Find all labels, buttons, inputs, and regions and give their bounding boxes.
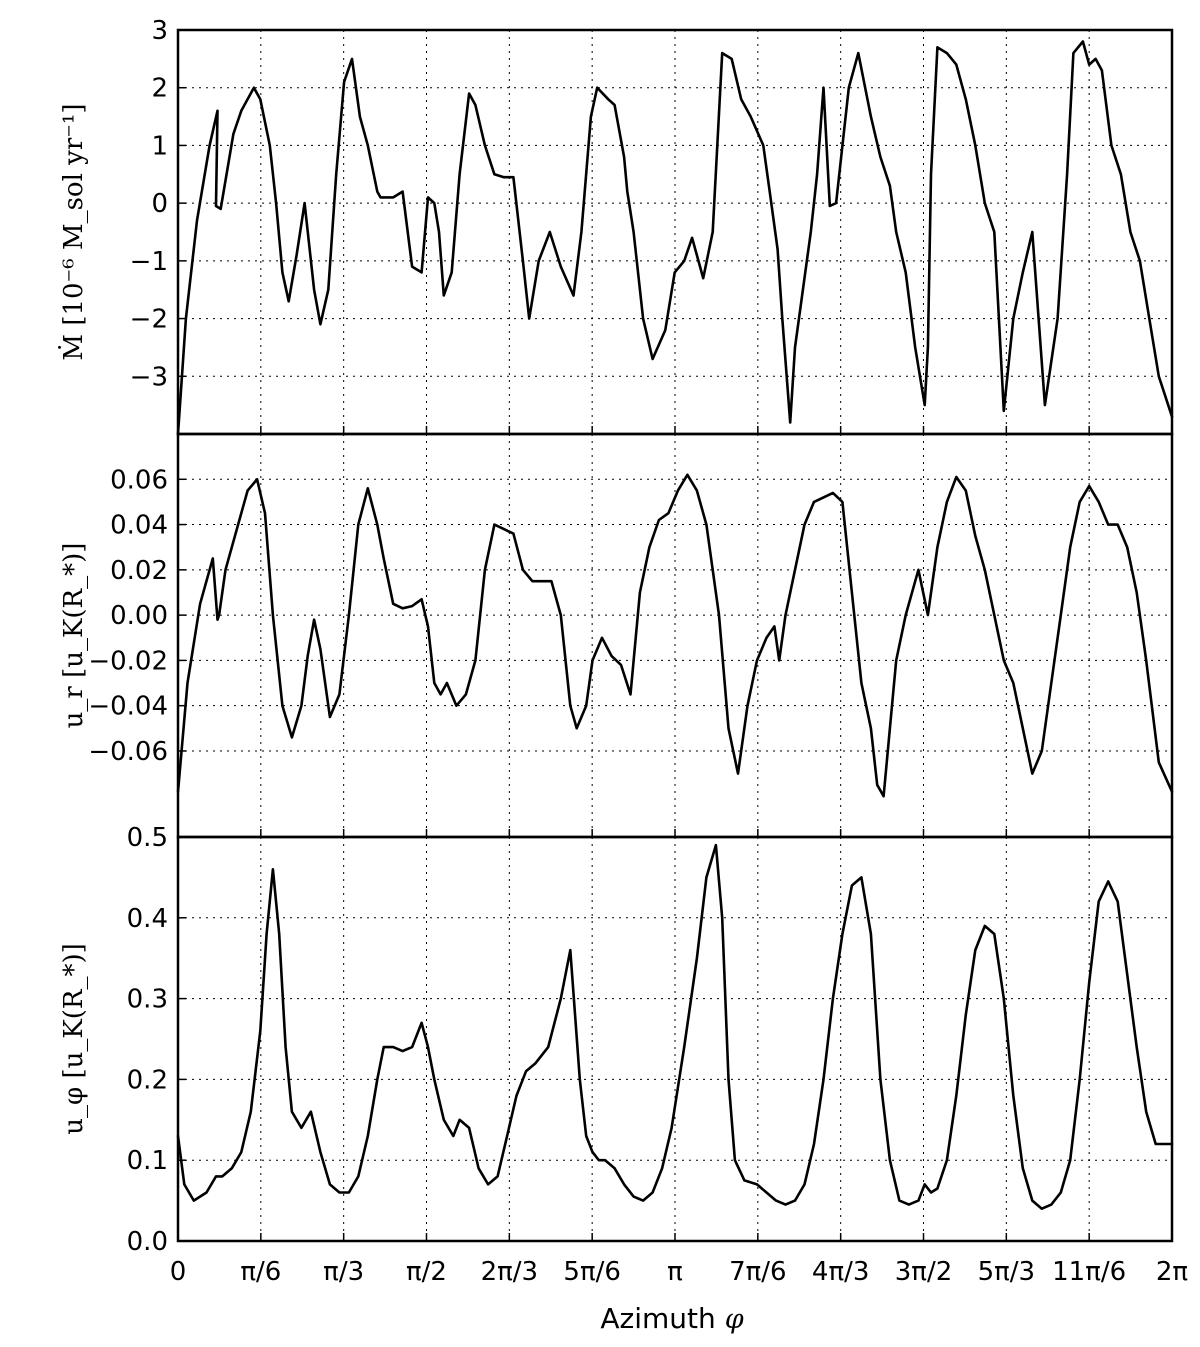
x-tick-label-3: π/2: [406, 1257, 447, 1287]
x-tick-label-11: 11π/6: [1052, 1257, 1126, 1287]
x-axis-label-symbol: φ: [725, 1304, 744, 1335]
panel-1-ytick-label-5: −2: [130, 305, 168, 335]
x-tick-label-0: 0: [170, 1257, 187, 1287]
x-tick-label-1: π/6: [240, 1257, 281, 1287]
panel-1-series-line: [176, 40, 1174, 436]
panel-3-ytick-label-0: 0.5: [127, 823, 168, 853]
panel-2-ytick-label-6: −0.06: [88, 737, 168, 767]
panel-1-ylabel: Ṁ [10⁻⁶ M_sol yr⁻¹]: [58, 103, 89, 360]
panel-2-ylabel: u_r [u_K(R_*)]: [59, 543, 89, 729]
panel-1-ytick-label-1: 2: [151, 74, 168, 104]
x-tick-label-6: π: [667, 1257, 683, 1287]
panel-3-frame: [176, 835, 1174, 1243]
x-tick-label-12: 2π: [1156, 1257, 1188, 1287]
x-axis-label: Azimuth φ: [600, 1302, 743, 1335]
panel-3: 0.5 0.4 0.3 0.2 0.1 0.0 u_φ [u_K(R_*)]: [59, 823, 1174, 1257]
panel-3-ytick-label-4: 0.1: [127, 1146, 168, 1176]
x-tick-label-4: 2π/3: [481, 1257, 539, 1287]
panel-3-ylabel: u_φ [u_K(R_*)]: [59, 943, 89, 1135]
panel-3-ytick-label-3: 0.2: [127, 1065, 168, 1095]
x-tick-label-5: 5π/6: [563, 1257, 621, 1287]
panel-3-ytick-label-2: 0.3: [127, 985, 168, 1015]
panel-2-ytick-label-4: −0.02: [88, 646, 168, 676]
panel-1-ytick-label-6: −3: [130, 362, 168, 392]
panel-2-ytick-label-1: 0.04: [110, 511, 168, 541]
x-tick-label-9: 3π/2: [895, 1257, 953, 1287]
x-axis-label-text: Azimuth: [600, 1302, 715, 1335]
panel-2-series-line: [176, 473, 1174, 798]
panel-1: 3 2 1 0 −1 −2 −3 Ṁ [10⁻⁶ M_sol yr⁻¹]: [58, 16, 1174, 436]
x-tick-label-8: 4π/3: [812, 1257, 870, 1287]
panel-3-series-line: [176, 843, 1174, 1210]
panel-1-ytick-label-0: 3: [151, 16, 168, 46]
panel-1-ytick-label-4: −1: [130, 247, 168, 277]
panel-2-ytick-label-0: 0.06: [110, 465, 168, 495]
panel-1-ytick-label-2: 1: [151, 131, 168, 161]
x-tick-labels: 0 π/6 π/3 π/2 2π/3 5π/6 π 7π/6 4π/3 3π/2 5π/3 11π/6…: [170, 1257, 1188, 1287]
x-tick-label-10: 5π/3: [978, 1257, 1036, 1287]
panel-3-ytick-label-1: 0.4: [127, 904, 168, 934]
panel-2: 0.06 0.04 0.02 0.00 −0.02 −0.04 −0.06 u_r [u_K(…: [59, 432, 1174, 839]
panel-2-ytick-label-3: 0.00: [110, 601, 168, 631]
panel-1-ytick-label-3: 0: [151, 189, 168, 219]
x-tick-label-2: π/3: [323, 1257, 364, 1287]
panel-2-ytick-label-5: −0.04: [88, 692, 168, 722]
x-tick-label-7: 7π/6: [729, 1257, 787, 1287]
panel-2-ytick-label-2: 0.02: [110, 556, 168, 586]
panel-3-ytick-label-5: 0.0: [127, 1227, 168, 1257]
